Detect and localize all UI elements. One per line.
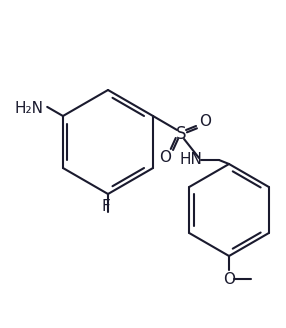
Text: F: F <box>102 199 110 214</box>
Text: H₂N: H₂N <box>14 101 43 116</box>
Text: HN: HN <box>180 153 202 168</box>
Text: O: O <box>159 151 171 166</box>
Text: O: O <box>199 113 211 129</box>
Text: S: S <box>176 125 186 143</box>
Text: O: O <box>223 272 235 286</box>
